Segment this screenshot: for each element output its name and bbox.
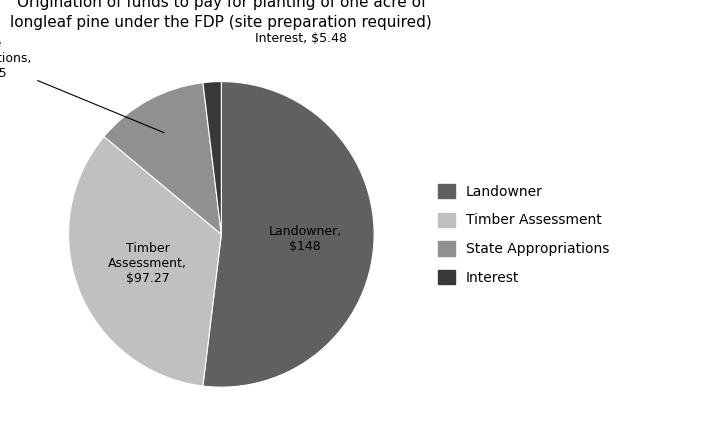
Title: Origination of funds to pay for planting of one acre of
longleaf pine under the : Origination of funds to pay for planting…	[11, 0, 432, 30]
Wedge shape	[69, 137, 221, 386]
Text: State
Appropriations,
$34.25: State Appropriations, $34.25	[0, 37, 164, 133]
Wedge shape	[203, 82, 374, 387]
Text: Timber
Assessment,
$97.27: Timber Assessment, $97.27	[108, 242, 187, 285]
Text: Interest, $5.48: Interest, $5.48	[255, 32, 347, 45]
Legend: Landowner, Timber Assessment, State Appropriations, Interest: Landowner, Timber Assessment, State Appr…	[438, 184, 610, 285]
Wedge shape	[203, 82, 221, 234]
Wedge shape	[104, 83, 221, 234]
Text: Landowner,
$148: Landowner, $148	[268, 225, 342, 253]
